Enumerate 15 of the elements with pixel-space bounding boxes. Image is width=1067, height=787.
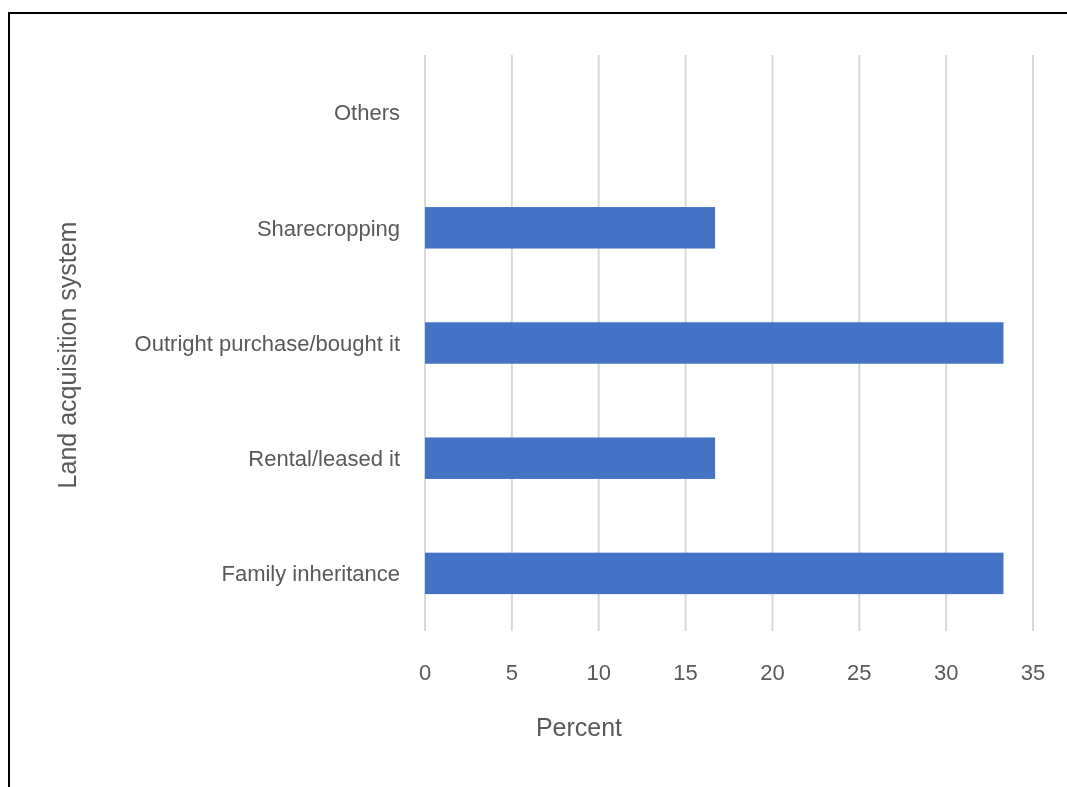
y-tick-label: Family inheritance xyxy=(221,561,400,587)
y-tick-label: Others xyxy=(333,100,400,126)
x-tick-label: 35 xyxy=(1020,660,1046,685)
y-axis-title: Land acquisition system xyxy=(53,221,81,489)
x-tick-label: 10 xyxy=(586,660,611,685)
y-tick-label: Rental/leased it xyxy=(248,445,400,471)
y-tick-label: Sharecropping xyxy=(256,215,400,241)
x-tick-label: 5 xyxy=(505,660,518,685)
x-axis-title: Percent xyxy=(535,713,623,741)
x-tick-label: 25 xyxy=(847,660,872,685)
x-tick-label: 20 xyxy=(760,660,785,685)
x-tick-label: 30 xyxy=(933,660,959,685)
y-tick-label: Outright purchase/bought it xyxy=(134,330,400,356)
x-tick-label: 0 xyxy=(418,660,432,685)
x-tick-label: 15 xyxy=(673,660,698,685)
